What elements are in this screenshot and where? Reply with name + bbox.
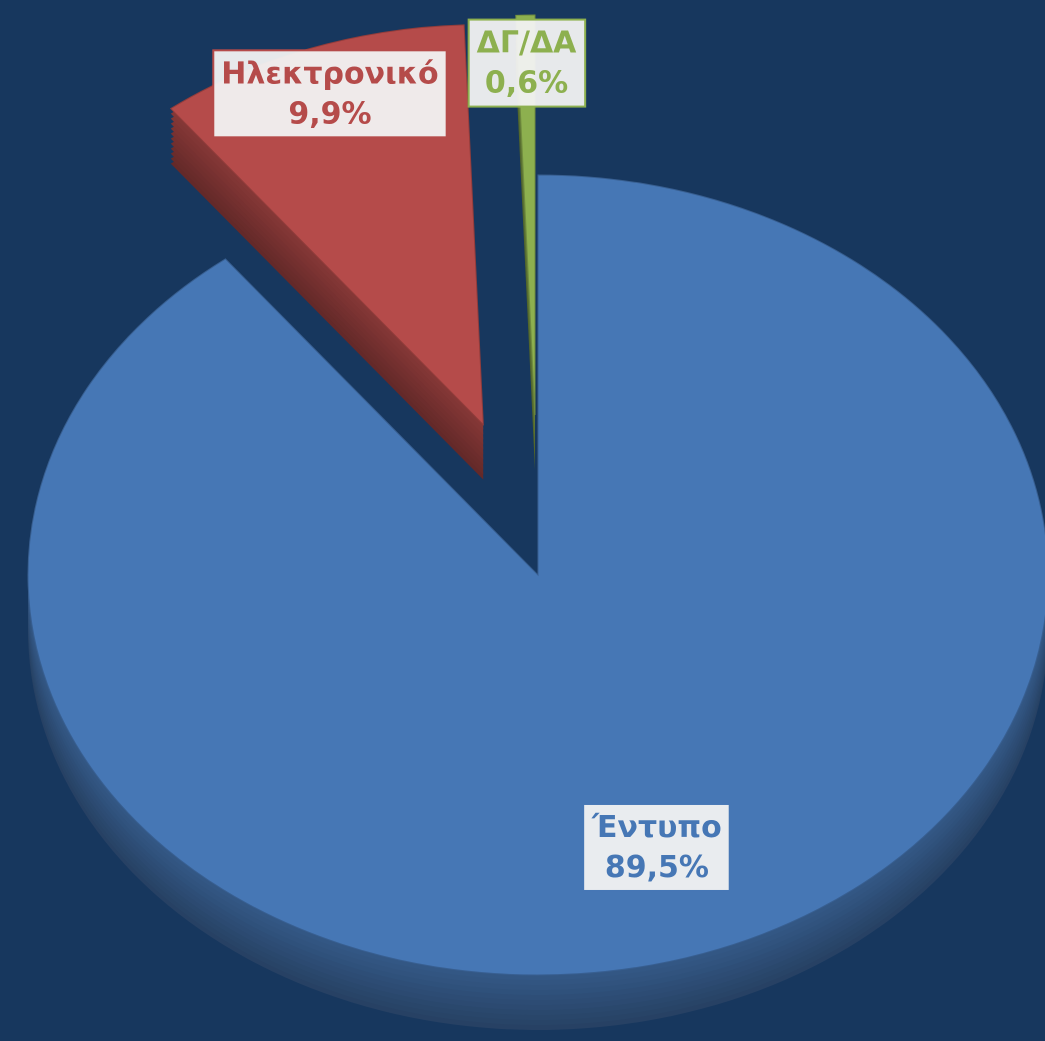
data-label: ΔΓ/ΔΑ 0,6% <box>467 18 587 108</box>
label-box <box>582 802 731 892</box>
slice <box>515 14 536 416</box>
label-category: Ηλεκτρονικό <box>221 56 438 91</box>
data-label: Έντυπο 89,5% <box>582 802 731 892</box>
label-category: ΔΓ/ΔΑ <box>477 26 578 61</box>
label-value: 0,6% <box>485 66 568 101</box>
data-labels: Έντυπο 89,5% Ηλεκτρονικό 9,9% ΔΓ/ΔΑ 0,6% <box>212 18 731 892</box>
label-value: 89,5% <box>605 850 709 885</box>
slice <box>27 174 1045 976</box>
label-category: Έντυπο <box>591 810 722 845</box>
label-box <box>212 49 448 139</box>
label-value: 9,9% <box>288 96 371 131</box>
data-label: Ηλεκτρονικό 9,9% <box>212 49 448 139</box>
label-box <box>467 18 587 108</box>
